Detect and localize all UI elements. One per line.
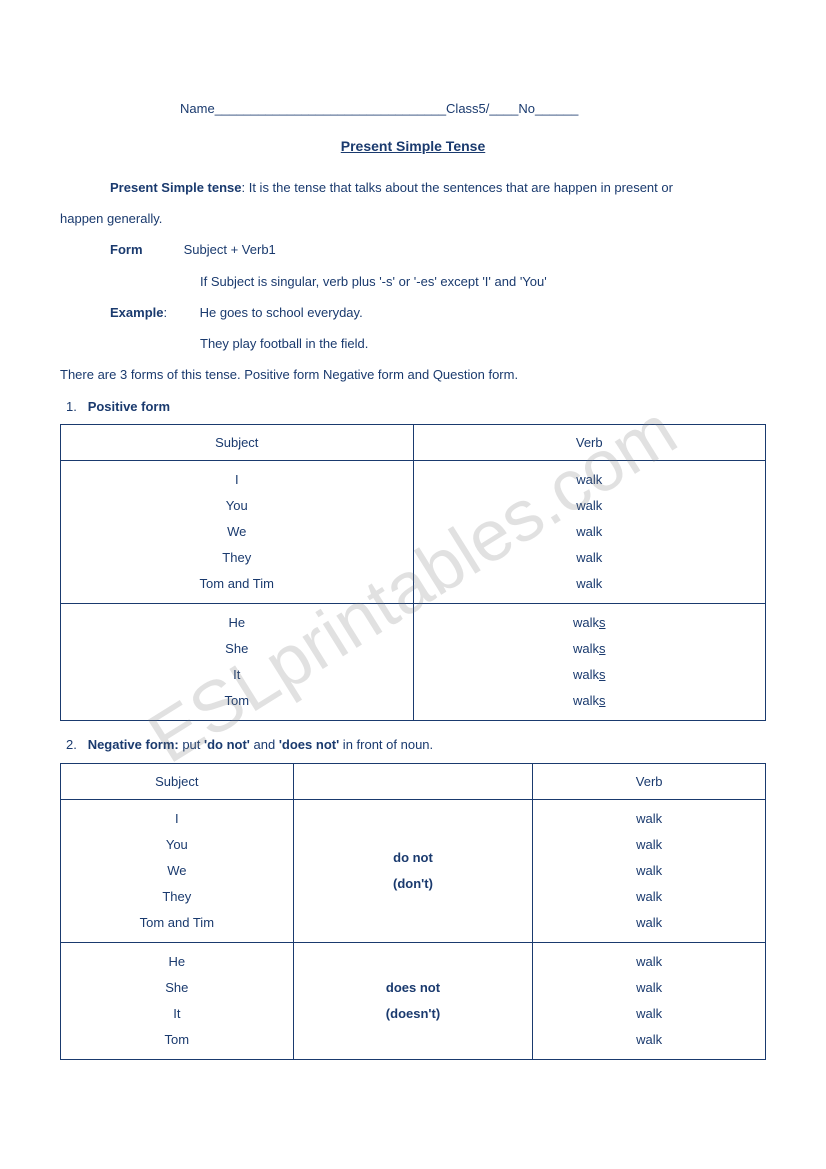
no-label: No	[518, 101, 535, 116]
col-subject: Subject	[61, 425, 414, 461]
col-verb: Verb	[533, 763, 766, 799]
aux-plural: do not (don't)	[293, 799, 533, 942]
intro-line1: Present Simple tense: It is the tense th…	[60, 174, 766, 201]
header-fields: Name________________________________Clas…	[60, 95, 766, 122]
negative-label: Negative form:	[88, 737, 179, 752]
table-row: He She It Tom does not (doesn't) walk wa…	[61, 942, 766, 1059]
name-blank[interactable]: ________________________________	[215, 101, 446, 116]
class-blank[interactable]: ____	[489, 101, 518, 116]
negative-heading: 2. Negative form: put 'do not' and 'does…	[60, 731, 766, 758]
table-header-row: Subject Verb	[61, 425, 766, 461]
example-line2: They play football in the field.	[60, 330, 766, 357]
form-label: Form	[110, 236, 180, 263]
verbs-singular: walks walks walks walks	[413, 604, 766, 721]
example-1: He goes to school everyday.	[200, 305, 363, 320]
positive-table: Subject Verb I You We They Tom and Tim w…	[60, 424, 766, 721]
col-subject: Subject	[61, 763, 294, 799]
positive-heading: 1. Positive form	[60, 393, 766, 420]
forms-intro: There are 3 forms of this tense. Positiv…	[60, 361, 766, 388]
intro-line2: happen generally.	[60, 205, 766, 232]
col-verb: Verb	[413, 425, 766, 461]
col-aux	[293, 763, 533, 799]
subjects-plural: I You We They Tom and Tim	[61, 799, 294, 942]
form-line2: If Subject is singular, verb plus '-s' o…	[60, 268, 766, 295]
verbs-plural: walk walk walk walk walk	[413, 461, 766, 604]
subjects-singular: He She It Tom	[61, 942, 294, 1059]
subjects-plural: I You We They Tom and Tim	[61, 461, 414, 604]
subjects-singular: He She It Tom	[61, 604, 414, 721]
table-header-row: Subject Verb	[61, 763, 766, 799]
form-rule1: Subject + Verb1	[184, 242, 276, 257]
form-line1: Form Subject + Verb1	[60, 236, 766, 263]
negative-table: Subject Verb I You We They Tom and Tim d…	[60, 763, 766, 1060]
intro-label: Present Simple tense	[110, 180, 242, 195]
verbs-plural: walk walk walk walk walk	[533, 799, 766, 942]
aux-singular: does not (doesn't)	[293, 942, 533, 1059]
negative-num: 2.	[66, 737, 77, 752]
table-row: He She It Tom walks walks walks walks	[61, 604, 766, 721]
no-blank[interactable]: ______	[535, 101, 578, 116]
positive-label: Positive form	[88, 399, 170, 414]
positive-num: 1.	[66, 399, 77, 414]
class-label: Class5/	[446, 101, 489, 116]
example-label: Example	[110, 305, 163, 320]
table-row: I You We They Tom and Tim do not (don't)…	[61, 799, 766, 942]
name-label: Name	[180, 101, 215, 116]
page-title: Present Simple Tense	[60, 132, 766, 161]
verbs-singular: walk walk walk walk	[533, 942, 766, 1059]
intro-text: : It is the tense that talks about the s…	[242, 180, 673, 195]
example-line1: Example: He goes to school everyday.	[60, 299, 766, 326]
table-row: I You We They Tom and Tim walk walk walk…	[61, 461, 766, 604]
